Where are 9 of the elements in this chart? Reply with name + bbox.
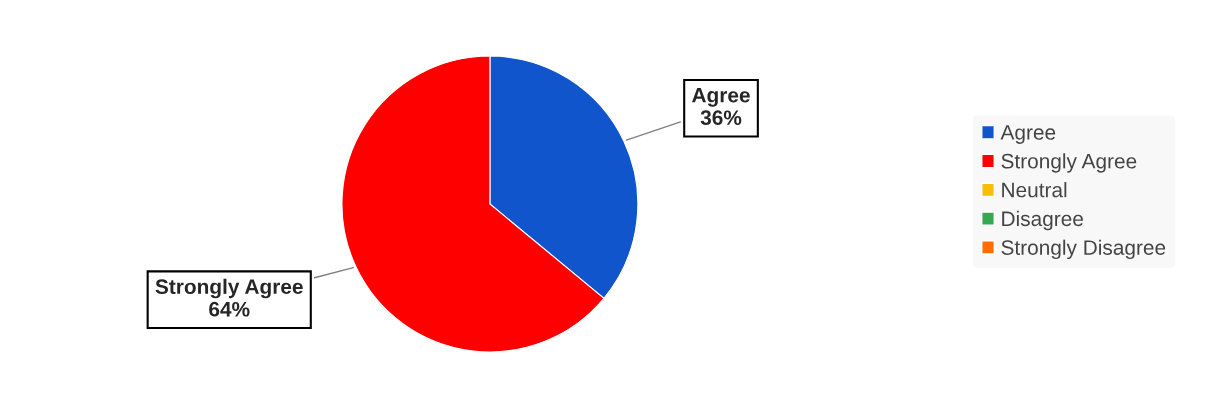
legend-label: Disagree (1002, 210, 1083, 231)
legend-label: Agree (1000, 125, 1056, 144)
data-label: 64% (209, 301, 250, 317)
slice-label: Agree (692, 88, 750, 107)
legend-label: Strongly Agree (1001, 153, 1137, 173)
legend-label: Neutral (1002, 182, 1067, 198)
legend-label: Strongly Disagree (1001, 239, 1166, 260)
slice-label: Strongly Agree (155, 278, 303, 299)
data-label: 36% (700, 110, 742, 126)
